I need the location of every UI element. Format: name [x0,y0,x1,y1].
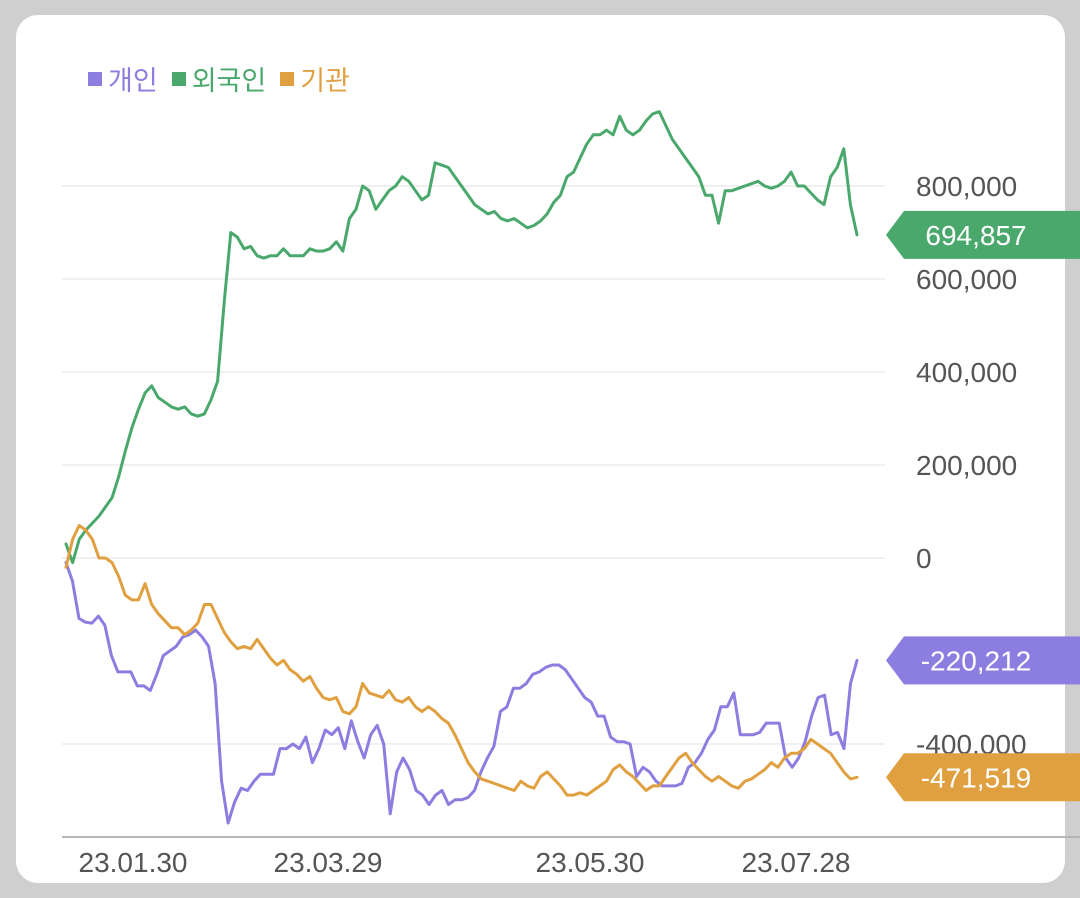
last-value-badge-0 [886,636,1080,685]
y-tick-label-3: 200,000 [916,450,1017,481]
legend-label-foreign: 외국인 [191,66,267,97]
x-tick-label-2: 23.05.30 [536,847,645,878]
last-value-label-1: 694,857 [925,220,1026,251]
legend-item-individual[interactable]: 개인 [88,59,158,98]
series-line-1 [64,110,859,565]
legend-swatch-foreign [171,71,186,86]
legend-item-institution[interactable]: 기관 [280,59,350,98]
chart-card: 개인 외국인 기관 [16,15,1065,883]
legend-swatch-institution [280,71,295,86]
x-tick-label-3: 23.07.28 [742,847,851,878]
x-tick-label-0: 23.01.30 [79,847,188,878]
y-tick-label-1: 600,000 [916,264,1017,295]
legend-label-individual: 개인 [108,66,158,97]
last-value-badge-2 [886,753,1080,802]
legend: 개인 외국인 기관 [88,59,350,98]
y-tick-label-4: 0 [916,543,932,574]
last-value-badge-1 [886,210,1080,259]
legend-label-institution: 기관 [300,66,350,97]
legend-swatch-individual [88,71,102,86]
series-line-2 [64,524,859,797]
x-tick-label-1: 23.03.29 [274,847,383,878]
series-line-0 [64,561,859,825]
legend-item-foreign[interactable]: 외국인 [171,59,267,98]
last-value-label-0: -220,212 [921,645,1032,676]
y-tick-label-0: 800,000 [916,171,1017,202]
y-tick-label-2: 400,000 [916,357,1017,388]
last-value-label-2: -471,519 [921,762,1032,793]
